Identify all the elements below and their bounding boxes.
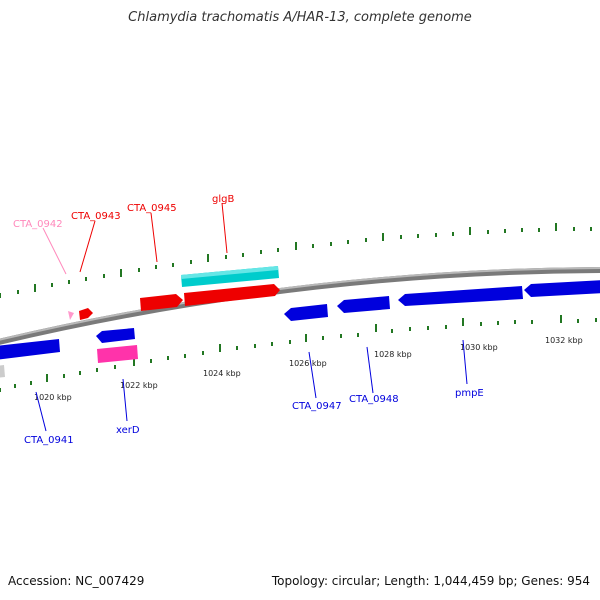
gene-glgB-arrow[interactable] [184, 284, 280, 306]
leader-glgB [221, 202, 228, 254]
leader-cta0942 [42, 227, 67, 275]
gene-cta0943-arrow[interactable] [79, 308, 93, 320]
scale-label-1030: 1030 kbp [460, 343, 498, 352]
genome-title: Chlamydia trachomatis A/HAR-13, complete… [128, 10, 472, 25]
scale-labels: 1020 kbp 1022 kbp 1024 kbp 1026 kbp 1028… [34, 336, 583, 402]
gene-cta0941-arrow[interactable] [0, 339, 60, 360]
leader-xerD [122, 378, 128, 422]
scale-label-1032: 1032 kbp [545, 336, 583, 345]
inner-tick-track [0, 315, 597, 392]
leader-cta0943 [79, 220, 96, 273]
leader-cta0941 [35, 391, 47, 432]
label-cta0948[interactable]: CTA_0948 [349, 394, 399, 405]
leader-pmpE [462, 339, 468, 385]
gene-labels: CTA_0942 CTA_0943 CTA_0945 glgB CTA_0941… [13, 194, 484, 446]
genome-backbone-highlight [0, 267, 600, 341]
label-cta0941[interactable]: CTA_0941 [24, 435, 74, 446]
scale-label-1020: 1020 kbp [34, 393, 72, 402]
forward-strand-genes [68, 266, 280, 320]
outer-tick-track [0, 223, 592, 298]
leader-cta0948 [366, 346, 374, 394]
reverse-strand-genes [0, 280, 600, 378]
gene-cta0948-arrow[interactable] [337, 296, 390, 313]
label-pmpE[interactable]: pmpE [455, 388, 484, 399]
gene-magenta-arrow[interactable] [97, 345, 138, 363]
gene-cta0947-arrow[interactable] [284, 304, 328, 321]
leader-cta0945 [150, 212, 158, 263]
scale-label-1022: 1022 kbp [120, 381, 158, 390]
gene-next-arrow[interactable] [524, 280, 600, 297]
label-xerD[interactable]: xerD [116, 425, 140, 436]
gene-xerD-arrow[interactable] [96, 328, 135, 343]
scale-label-1024: 1024 kbp [203, 369, 241, 378]
label-glgB[interactable]: glgB [212, 194, 234, 205]
label-leader-lines [35, 202, 468, 432]
gene-cyan-arrow-highlight [181, 266, 278, 279]
scale-label-1028: 1028 kbp [374, 350, 412, 359]
genome-summary: Topology: circular; Length: 1,044,459 bp… [271, 574, 590, 588]
scale-label-1026: 1026 kbp [289, 359, 327, 368]
genome-backbone [0, 267, 600, 345]
gene-pmpE-arrow[interactable] [398, 286, 523, 306]
gene-cta0942-arrow[interactable] [68, 311, 74, 320]
label-cta0942[interactable]: CTA_0942 [13, 219, 63, 230]
label-cta0943[interactable]: CTA_0943 [71, 211, 121, 222]
gene-cta0945-arrow[interactable] [140, 294, 183, 311]
label-cta0945[interactable]: CTA_0945 [127, 203, 177, 214]
leader-cta0947 [308, 351, 317, 399]
accession-label: Accession: NC_007429 [8, 574, 145, 588]
label-cta0947[interactable]: CTA_0947 [292, 401, 342, 412]
gene-grey-fragment [0, 365, 5, 378]
